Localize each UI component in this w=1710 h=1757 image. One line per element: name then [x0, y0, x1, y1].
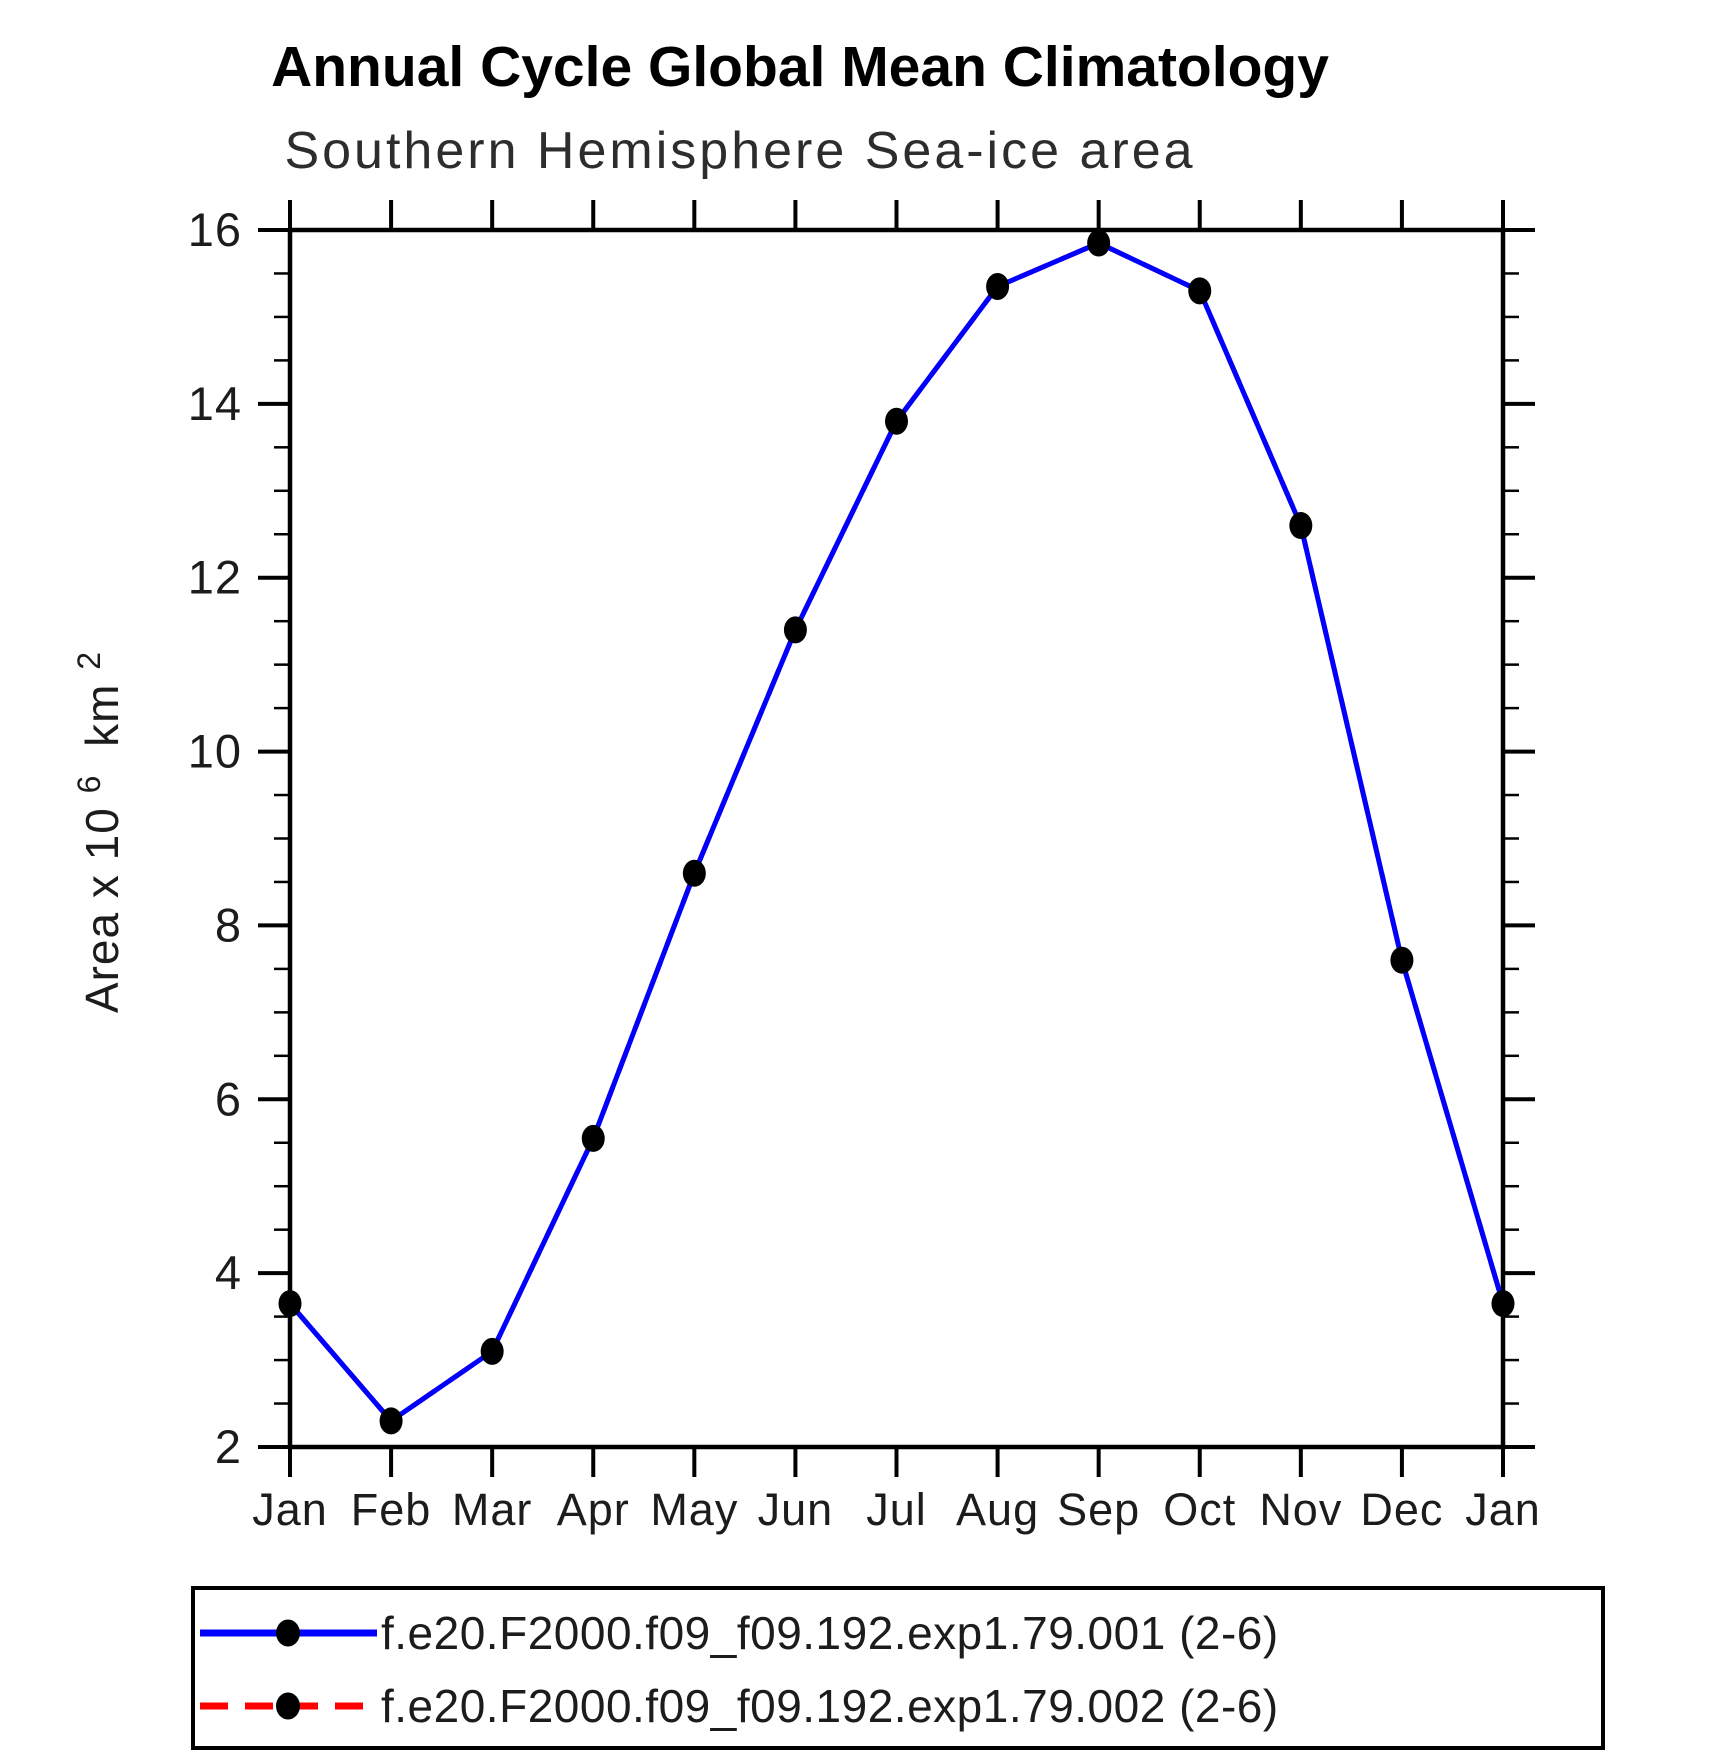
x-axis-tick-label: Apr [557, 1484, 630, 1535]
chart-title: Annual Cycle Global Mean Climatology [271, 35, 1329, 99]
x-axis-tick-label: May [650, 1484, 738, 1535]
x-axis-tick-label: Sep [1057, 1484, 1140, 1535]
y-axis-tick-label: 16 [188, 203, 242, 256]
data-point-marker [581, 1124, 605, 1152]
data-point-marker [1289, 512, 1313, 540]
y-axis-title: Area x 10 6 km 2 [58, 651, 128, 1013]
legend-marker-dot [276, 1619, 300, 1647]
legend: f.e20.F2000.f09_f09.192.exp1.79.001 (2-6… [191, 1586, 1605, 1750]
chart-subtitle: Southern Hemisphere Sea-ice area [284, 122, 1195, 180]
legend-label-series-002: f.e20.F2000.f09_f09.192.exp1.79.002 (2-6… [381, 1680, 1279, 1732]
x-axis-tick-label: Mar [452, 1484, 533, 1535]
x-axis-tick-label: Aug [956, 1484, 1039, 1535]
legend-entry-series-002: f.e20.F2000.f09_f09.192.exp1.79.002 (2-6… [200, 1680, 1279, 1732]
data-point-marker [1390, 946, 1414, 974]
y-axis-tick-label: 4 [215, 1246, 242, 1299]
x-axis-tick-label: Jan [1465, 1484, 1541, 1535]
plot-area: Jan Feb Mar Apr May Jun Jul Aug Sep Oct Nov Dec Jan2… [188, 200, 1541, 1535]
data-point-marker [278, 1290, 302, 1318]
x-axis-tick-label: Dec [1360, 1484, 1443, 1535]
legend-entry-series-001: f.e20.F2000.f09_f09.192.exp1.79.001 (2-6… [200, 1607, 1279, 1659]
data-point-marker [783, 616, 807, 644]
y-axis-title-mid: km [76, 683, 128, 746]
y-axis-tick-label: 6 [215, 1072, 242, 1125]
legend-marker-dot [276, 1692, 300, 1720]
y-axis-title-superscript-2: 2 [71, 651, 107, 670]
y-axis-tick-label: 12 [188, 551, 242, 604]
x-axis-tick-label: Feb [351, 1484, 432, 1535]
data-point-marker [682, 859, 706, 887]
y-axis-tick-label: 14 [188, 377, 242, 430]
x-axis-tick-label: Oct [1163, 1484, 1236, 1535]
x-axis-tick-label: Nov [1259, 1484, 1342, 1535]
y-axis-tick-label: 10 [188, 725, 242, 778]
x-axis-tick-label: Jun [758, 1484, 834, 1535]
x-axis-tick-label: Jan [252, 1484, 328, 1535]
data-point-marker [1491, 1290, 1515, 1318]
data-point-marker [986, 273, 1010, 301]
y-axis-tick-label: 8 [215, 898, 242, 951]
data-point-marker [1087, 229, 1111, 257]
y-axis-title-pre: Area x 10 [76, 807, 128, 1013]
y-axis-title-superscript-6: 6 [71, 775, 107, 794]
data-point-marker [480, 1337, 504, 1365]
legend-label-series-001: f.e20.F2000.f09_f09.192.exp1.79.001 (2-6… [381, 1607, 1279, 1659]
x-axis-tick-label: Jul [866, 1484, 927, 1535]
data-point-marker [379, 1407, 403, 1435]
legend-box [191, 1586, 1605, 1750]
data-point-marker [1188, 277, 1212, 305]
y-axis-tick-label: 2 [215, 1420, 242, 1473]
data-point-marker [885, 407, 908, 435]
